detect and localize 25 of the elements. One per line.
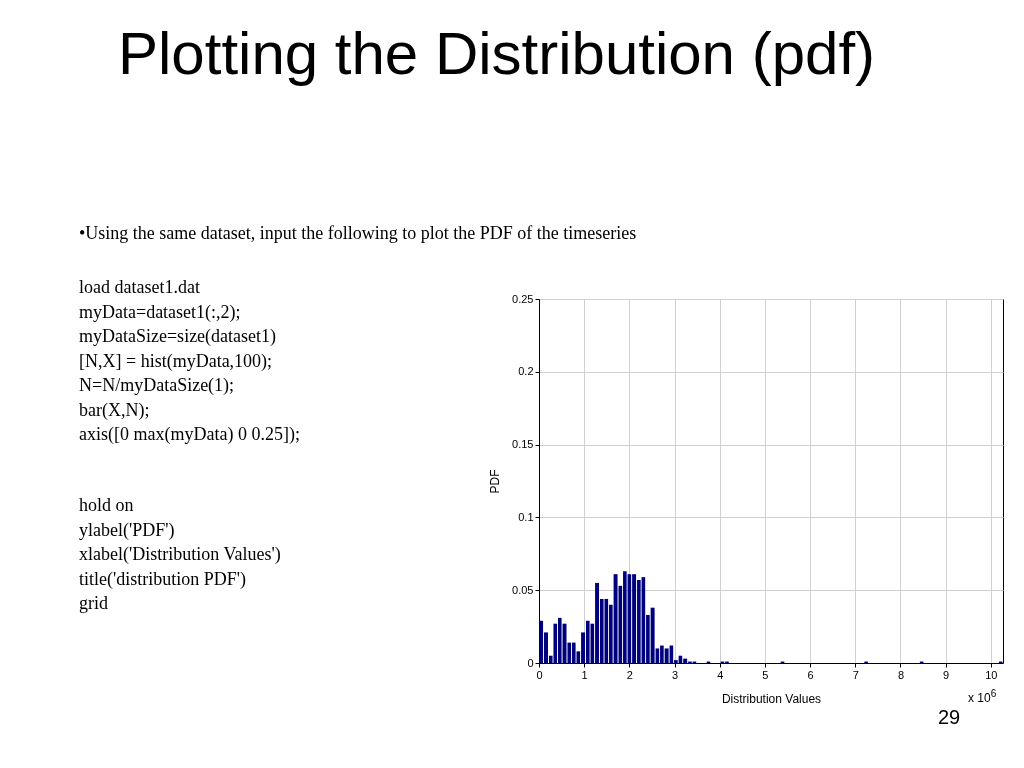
text: hold on ylabel('PDF') xlabel('Distribution Values') title('distribution PDF') grid (79, 494, 281, 615)
y-tick-label: 0.25 (512, 292, 534, 305)
x-tick-label: 8 (897, 668, 904, 681)
x-tick-label: 10 (985, 668, 998, 681)
x-tick-label: 7 (852, 668, 859, 681)
y-tick-label: 0.05 (512, 583, 534, 596)
x-tick-label: 3 (671, 668, 679, 681)
y-tick-label: 0.2 (518, 365, 534, 378)
chart-title: Plotting the Distribution (pdf) (118, 19, 876, 89)
text: 29 (938, 706, 961, 729)
x-tick-label: 0 (536, 668, 543, 681)
text: •Using the same dataset, input the following to plot the PDF of the timeseries (79, 222, 637, 245)
x-axis-title: Distribution Values (721, 691, 822, 706)
x-tick-label: 9 (943, 668, 950, 681)
text: x 10$^{6}$ (968, 688, 997, 705)
x-tick-label: 6 (807, 668, 814, 681)
text: load dataset1.dat myData=dataset1(:,2); myDataSize=size(dataset1) [N,X] = hist(myData,100); N=N/myDataSize(1); bar(X,N); axis([0 max(myData) 0 0.25]); (79, 276, 300, 446)
x-tick-label: 1 (581, 668, 588, 681)
x-tick-label: 2 (626, 668, 633, 681)
x-tick-label: 4 (717, 668, 724, 681)
x-tick-label: 5 (762, 668, 769, 681)
y-tick-label: 0 (527, 656, 534, 669)
y-tick-label: 0.15 (512, 438, 534, 451)
y-tick-label: 0.1 (518, 510, 534, 523)
y-axis-title: PDF (487, 469, 502, 494)
